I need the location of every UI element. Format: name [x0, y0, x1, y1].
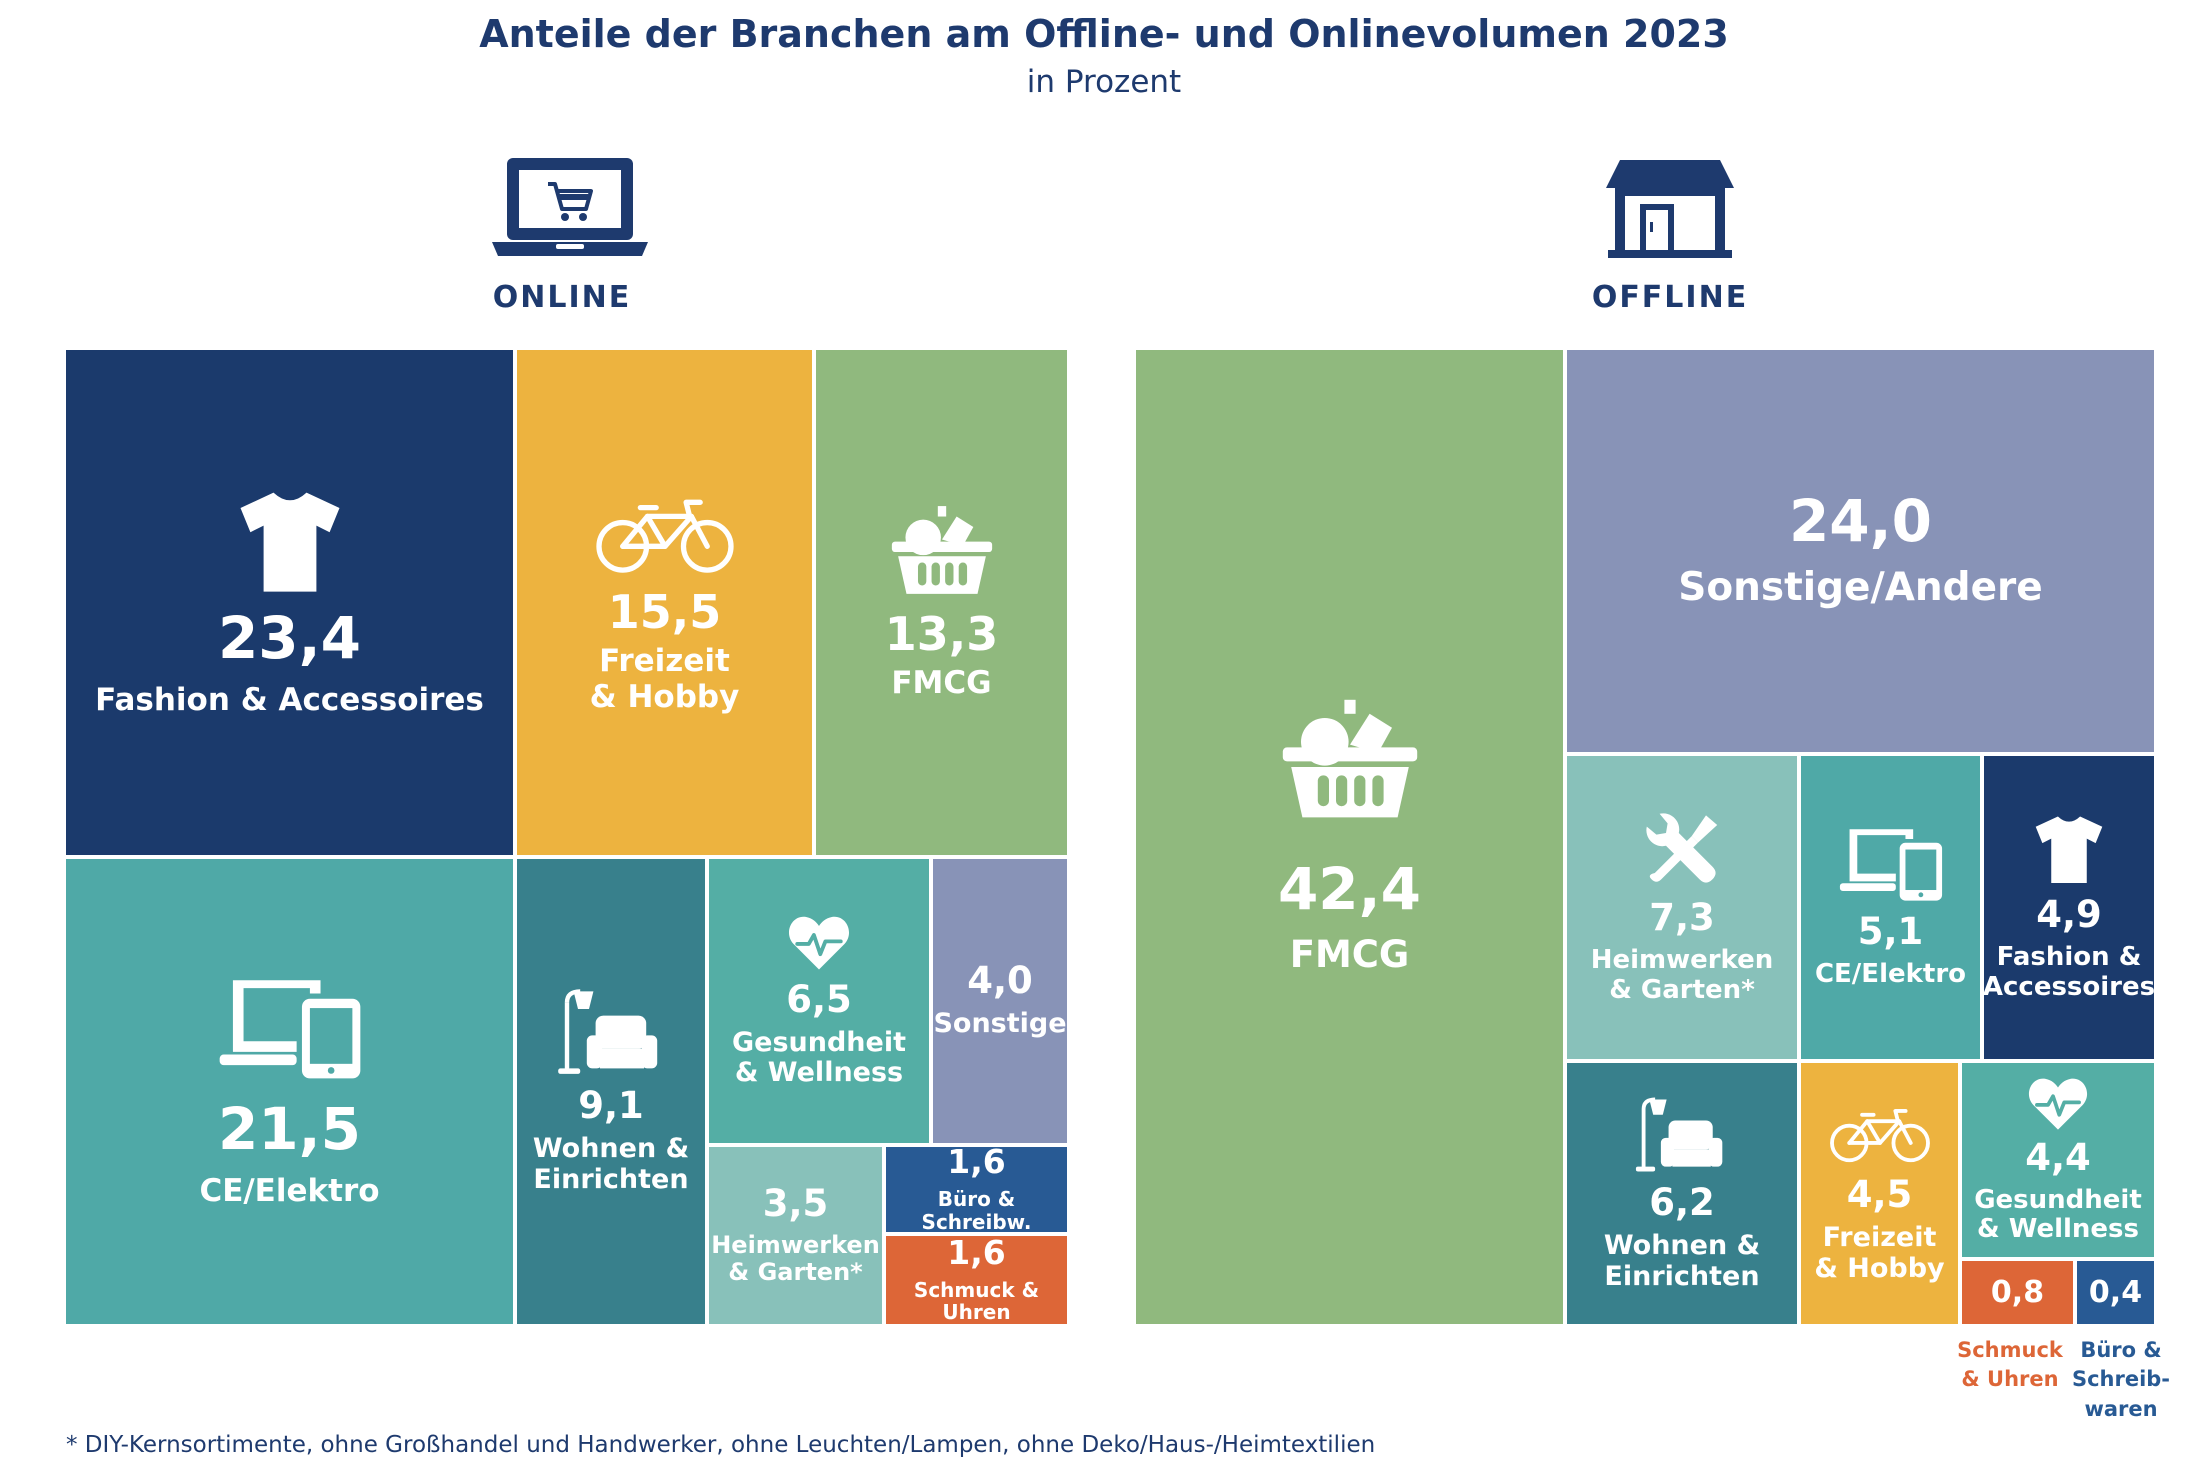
treemap-tile-offline-freizeit: 4,5 Freizeit & Hobby	[1801, 1063, 1958, 1324]
treemap-tile-online-wohnen: 9,1 Wohnen & Einrichten	[517, 859, 705, 1324]
treemap-tile-online-freizeit: 15,5 Freizeit & Hobby	[517, 350, 812, 855]
tile-label: Büro & Schreibw.	[921, 1187, 1032, 1232]
tile-value: 6,2	[1649, 1181, 1715, 1225]
tile-value: 23,4	[217, 604, 362, 673]
tile-label: FMCG	[1289, 933, 1410, 977]
tile-value: 24,0	[1788, 487, 1933, 556]
tile-label: CE/Elektro	[1814, 959, 1967, 990]
tile-value: 15,5	[607, 585, 722, 640]
treemap-tile-offline-schmuck: 0,8	[1962, 1261, 2073, 1324]
treemap-tile-online-sonstige: 4,0 Sonstige	[933, 859, 1067, 1143]
laptop-tablet-icon	[219, 980, 360, 1079]
tile-value: 0,4	[2088, 1274, 2143, 1310]
tile-value: 5,1	[1857, 910, 1924, 954]
tile-label: CE/Elektro	[199, 1173, 380, 1210]
tile-label: Schmuck & Uhren	[913, 1277, 1040, 1324]
tile-value: 1,6	[947, 1236, 1006, 1272]
tile-value: 4,0	[967, 959, 1033, 1003]
tile-label: Gesundheit & Wellness	[731, 1026, 906, 1089]
treemap-tile-offline-heimwerken: 7,3 Heimwerken & Garten*	[1567, 756, 1797, 1059]
store-icon	[1606, 160, 1734, 258]
sofa-lamp-icon	[1635, 1097, 1723, 1172]
tile-value: 42,4	[1277, 855, 1422, 924]
offline-buero-below-label: Büro & Schreib- waren	[2071, 1338, 2171, 1421]
online-panel-label: ONLINE	[492, 280, 632, 315]
tile-value: 0,8	[1990, 1274, 2045, 1310]
chart-subtitle: in Prozent	[1026, 64, 1182, 100]
tools-icon	[1646, 813, 1718, 884]
bicycle-icon	[595, 499, 734, 573]
tile-value: 6,5	[786, 977, 852, 1021]
tile-value: 1,6	[947, 1147, 1006, 1182]
tile-label: Sonstige/Andere	[1678, 565, 2043, 611]
treemap-tile-offline-buero: 0,4	[2077, 1261, 2154, 1324]
offline-schmuck-below-label: Schmuck & Uhren	[1957, 1338, 2063, 1392]
sofa-lamp-icon	[558, 989, 658, 1075]
tile-label: Freizeit & Hobby	[589, 643, 740, 715]
treemap-tile-online-schmuck: 1,6 Schmuck & Uhren	[886, 1236, 1067, 1324]
tile-label: Gesundheit & Wellness	[1974, 1184, 2142, 1245]
treemap-tile-offline-ce: 5,1 CE/Elektro	[1801, 756, 1980, 1059]
treemap-tile-offline-gesundheit: 4,4 Gesundheit & Wellness	[1962, 1063, 2154, 1257]
tile-value: 4,4	[2025, 1135, 2091, 1179]
shopping-basket-icon	[1282, 700, 1417, 818]
treemap-tile-online-fmcg: 13,3 FMCG	[816, 350, 1067, 855]
footnote: * DIY-Kernsortimente, ohne Großhandel un…	[66, 1432, 1376, 1458]
tile-label: Heimwerken & Garten*	[711, 1230, 880, 1286]
shopping-basket-icon	[891, 505, 992, 594]
tile-label: FMCG	[891, 664, 992, 701]
treemap-tile-offline-wohnen: 6,2 Wohnen & Einrichten	[1567, 1063, 1797, 1324]
chart-title: Anteile der Branchen am Offline- und Onl…	[479, 12, 1729, 56]
tile-value: 21,5	[217, 1095, 362, 1164]
treemap-tile-online-buero: 1,6 Büro & Schreibw.	[886, 1147, 1067, 1232]
treemap-tile-online-ce: 21,5 CE/Elektro	[66, 859, 513, 1324]
tile-value: 7,3	[1649, 896, 1715, 940]
laptop-tablet-icon	[1839, 829, 1942, 901]
tile-label: Fashion & Accessoires	[1984, 942, 2154, 1002]
treemap-tile-online-fashion: 23,4 Fashion & Accessoires	[66, 350, 513, 855]
tshirt-icon	[2035, 816, 2103, 884]
tile-label: Sonstige	[933, 1008, 1067, 1040]
treemap-tile-online-heimwerken: 3,5 Heimwerken & Garten*	[709, 1147, 882, 1324]
tile-label: Freizeit & Hobby	[1814, 1222, 1945, 1284]
tile-value: 4,5	[1846, 1173, 1913, 1217]
treemap-tile-offline-fashion: 4,9 Fashion & Accessoires	[1984, 756, 2154, 1059]
tile-value: 3,5	[762, 1181, 829, 1225]
heart-pulse-icon	[788, 916, 850, 970]
tile-label: Fashion & Accessoires	[95, 682, 484, 719]
offline-panel-label: OFFLINE	[1591, 280, 1749, 315]
tshirt-icon	[240, 492, 339, 592]
treemap-tile-offline-sonstige: 24,0 Sonstige/Andere	[1567, 350, 2154, 752]
laptop-cart-icon	[492, 158, 648, 256]
tile-value: 9,1	[578, 1084, 644, 1128]
treemap-tile-online-gesundheit: 6,5 Gesundheit & Wellness	[709, 859, 929, 1143]
tile-label: Wohnen & Einrichten	[1603, 1230, 1761, 1292]
tile-value: 4,9	[2036, 893, 2102, 937]
bicycle-icon	[1829, 1109, 1930, 1163]
heart-pulse-icon	[2028, 1078, 2088, 1130]
tile-label: Wohnen & Einrichten	[532, 1133, 690, 1195]
tile-value: 13,3	[884, 606, 999, 661]
treemap-tile-offline-fmcg: 42,4 FMCG	[1136, 350, 1563, 1324]
tile-label: Heimwerken & Garten*	[1590, 945, 1774, 1005]
